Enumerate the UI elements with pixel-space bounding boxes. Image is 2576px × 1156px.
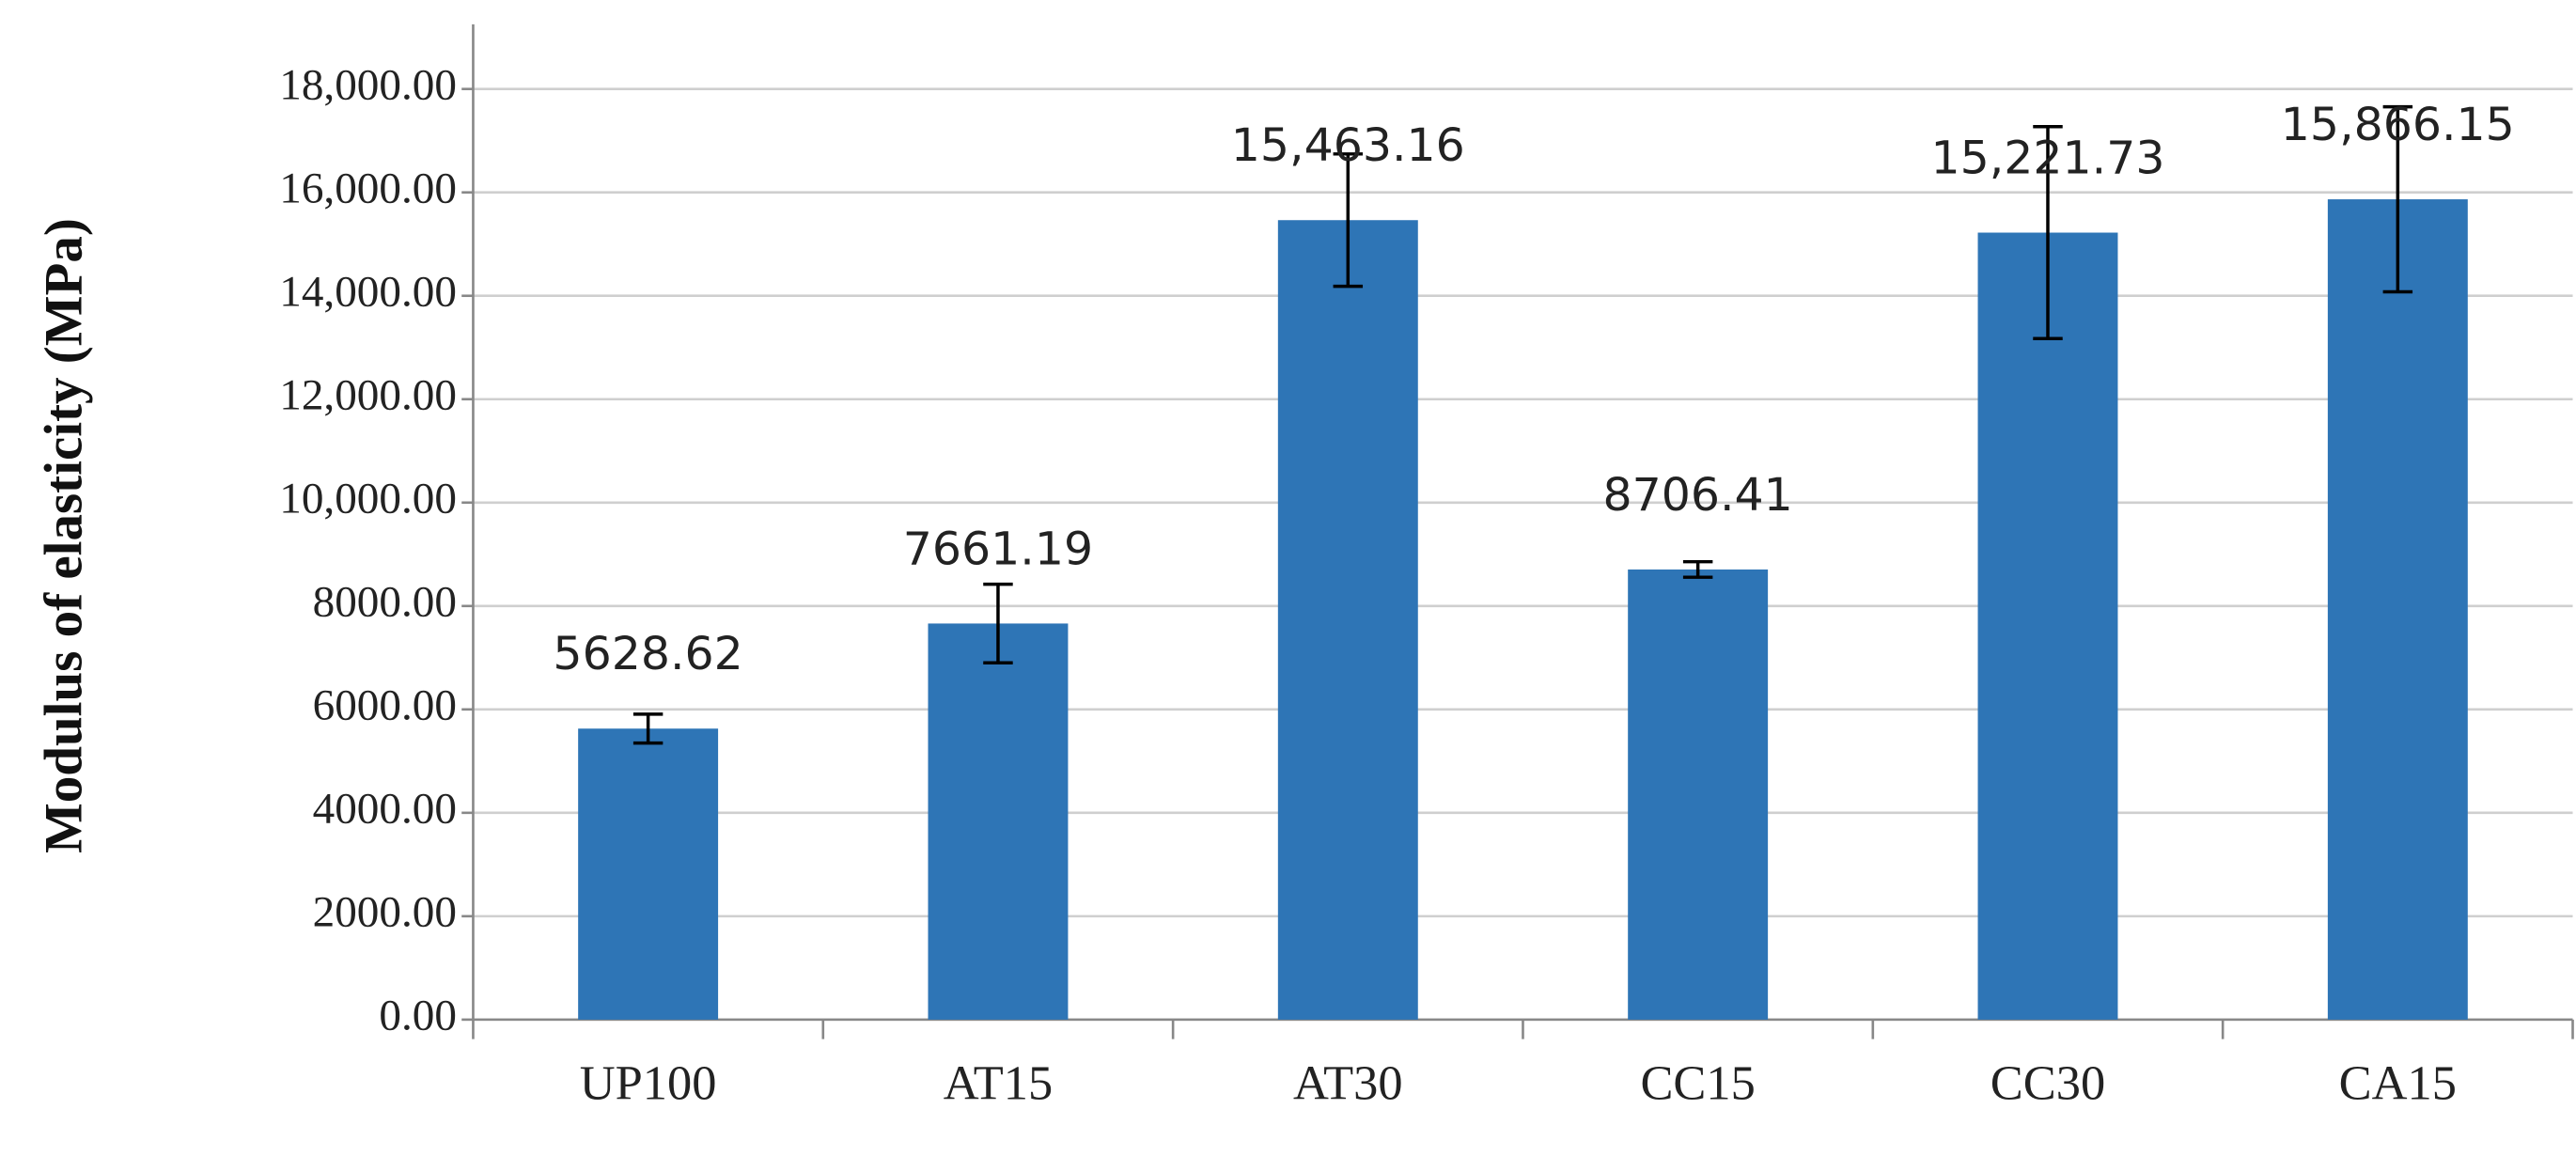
x-tick-label: UP100 xyxy=(580,1057,717,1111)
error-bar xyxy=(632,712,664,745)
error-bar xyxy=(1682,559,1713,579)
data-label: 7661.19 xyxy=(903,523,1093,576)
error-bar xyxy=(2382,104,2413,294)
y-tick-label: 18,000.00 xyxy=(279,61,457,110)
y-tick-label: 8000.00 xyxy=(313,578,457,627)
data-label: 8706.41 xyxy=(1602,469,1792,522)
bar xyxy=(578,728,719,1020)
bar xyxy=(2327,199,2468,1020)
data-label: 15,866.15 xyxy=(2281,99,2515,151)
y-tick-label: 6000.00 xyxy=(313,681,457,730)
x-tick-label: AT30 xyxy=(1293,1057,1403,1111)
y-tick-label: 2000.00 xyxy=(313,888,457,937)
error-bar xyxy=(1333,152,1364,289)
y-tick-label: 16,000.00 xyxy=(279,164,457,213)
bar xyxy=(928,623,1069,1020)
data-label: 15,221.73 xyxy=(1930,133,2164,185)
data-label: 5628.62 xyxy=(553,628,742,680)
x-tick-label: CA15 xyxy=(2339,1057,2457,1111)
bar xyxy=(1628,569,1769,1020)
y-tick-label: 14,000.00 xyxy=(279,268,457,317)
error-bar xyxy=(2033,125,2063,341)
x-tick-label: CC30 xyxy=(1991,1057,2105,1111)
bar xyxy=(1277,220,1418,1020)
y-axis-label: Modulus of elasticity (MPa) xyxy=(34,218,93,853)
y-tick-label: 4000.00 xyxy=(313,785,457,834)
y-tick-label: 12,000.00 xyxy=(279,371,457,420)
x-tick-label: CC15 xyxy=(1640,1057,1755,1111)
y-tick-label: 10,000.00 xyxy=(279,475,457,523)
x-tick-label: AT15 xyxy=(944,1057,1054,1111)
bar xyxy=(1977,232,2118,1020)
data-label: 15,463.16 xyxy=(1231,119,1465,172)
error-bar xyxy=(983,582,1013,664)
y-tick-label: 0.00 xyxy=(379,992,457,1040)
